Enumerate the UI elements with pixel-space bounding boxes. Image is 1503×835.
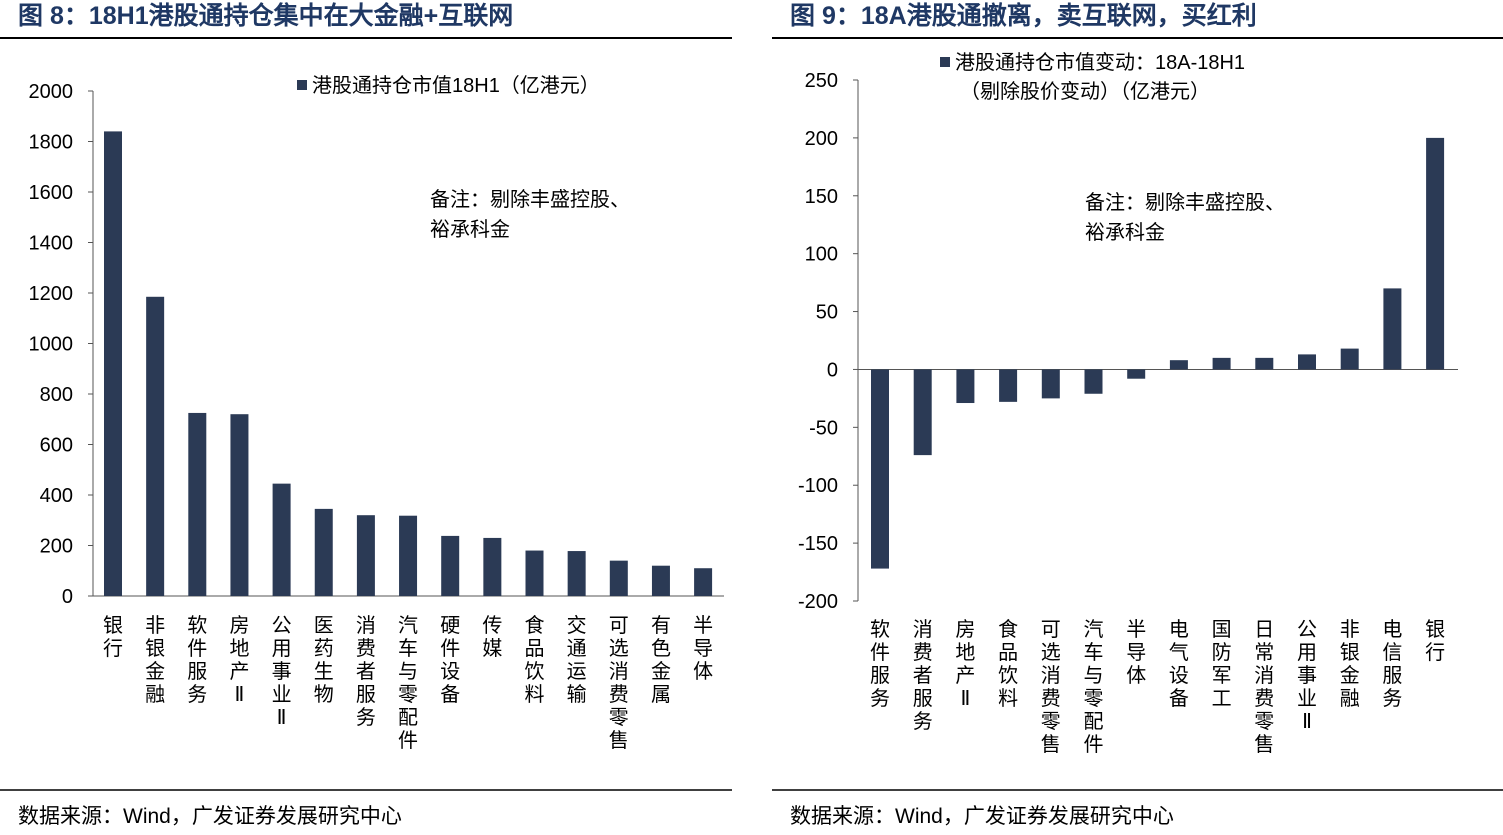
bar: [399, 515, 418, 596]
bar: [871, 369, 889, 569]
category-label: 银行: [103, 614, 123, 660]
category-label: 汽车与零配件: [1084, 618, 1104, 756]
bar: [146, 296, 165, 596]
chart-title: 图 9：18A港股通撤离，卖互联网，买红利: [790, 1, 1257, 30]
bar: [694, 568, 713, 596]
bar: [1084, 369, 1103, 394]
bar: [314, 508, 333, 596]
category-label: 交通运输: [567, 614, 587, 706]
bar: [651, 565, 670, 596]
bar: [1127, 369, 1146, 379]
y-tick-label: 100: [805, 244, 838, 266]
bar: [1169, 360, 1188, 370]
category-label: 半导体: [693, 614, 713, 683]
y-tick-label: 400: [40, 485, 73, 507]
category-label: 食品饮料: [998, 618, 1018, 710]
y-tick-label: -150: [798, 533, 838, 555]
category-label: 电气设备: [1169, 618, 1189, 710]
bar: [609, 560, 628, 596]
y-tick-label: -50: [809, 417, 838, 439]
category-label: 软件服务: [870, 618, 890, 710]
bar: [272, 483, 291, 596]
y-tick-label: 2000: [29, 81, 74, 103]
bar: [1212, 357, 1231, 370]
y-tick-label: 250: [805, 70, 838, 92]
y-tick-label: -100: [798, 475, 838, 497]
category-label: 汽车与零配件: [398, 614, 418, 752]
legend-label: 港股通持仓市值变动：18A-18H1: [955, 51, 1245, 74]
category-label: 国防军工: [1212, 619, 1232, 710]
bar: [1426, 137, 1445, 370]
category-label: 可选消费零售: [1041, 619, 1061, 756]
bar: [525, 550, 544, 596]
y-tick-label: 1600: [29, 182, 74, 204]
y-tick-label: 600: [40, 435, 73, 457]
note-text: 裕承科金: [430, 218, 510, 241]
category-label: 半导体: [1126, 618, 1146, 687]
bar: [999, 369, 1018, 402]
bar: [1041, 369, 1060, 399]
bar: [1383, 288, 1402, 370]
y-tick-label: 150: [805, 186, 838, 208]
category-label: 医药生物: [314, 615, 334, 706]
category-label: 传媒: [482, 614, 502, 660]
bar: [567, 551, 586, 596]
source-text: 数据来源：Wind，广发证券发展研究中心: [18, 805, 402, 828]
category-label: 软件服务: [187, 614, 207, 706]
category-label: 电信服务: [1382, 618, 1402, 710]
category-label: 有色金属: [651, 614, 671, 706]
category-label: 消费者服务: [913, 618, 933, 733]
category-label: 房地产 Ⅱ: [229, 614, 249, 706]
category-label: 硬件设备: [440, 615, 460, 706]
category-label: 食品饮料: [525, 614, 545, 706]
category-label: 日常消费零售: [1254, 619, 1274, 756]
bar: [230, 414, 249, 596]
category-label: 可选消费零售: [609, 615, 629, 752]
note-text: 裕承科金: [1085, 221, 1165, 244]
legend-swatch: [297, 80, 307, 90]
y-tick-label: 0: [62, 586, 73, 608]
chart-title: 图 8：18H1港股通持仓集中在大金融+互联网: [18, 1, 513, 30]
y-tick-label: 800: [40, 384, 73, 406]
category-label: 公用事业 Ⅱ: [1297, 619, 1317, 733]
note-text: 备注：剔除丰盛控股、: [430, 188, 630, 211]
y-tick-label: 1400: [29, 233, 74, 255]
legend-label: 港股通持仓市值18H1（亿港元）: [312, 74, 600, 97]
bar: [483, 537, 502, 596]
bar: [1255, 357, 1274, 370]
source-text: 数据来源：Wind，广发证券发展研究中心: [790, 805, 1174, 828]
y-tick-label: 50: [816, 302, 838, 324]
bar: [188, 412, 207, 596]
legend-label-line2: （剔除股价变动）（亿港元）: [960, 80, 1210, 103]
y-tick-label: 0: [827, 359, 838, 381]
category-label: 非银金融: [1340, 618, 1360, 710]
bar: [104, 131, 122, 596]
y-tick-label: 1800: [29, 132, 74, 154]
y-tick-label: 200: [805, 128, 838, 150]
bar: [956, 369, 975, 404]
legend-swatch: [940, 57, 950, 67]
category-label: 消费者服务: [356, 614, 376, 729]
bar: [1340, 348, 1359, 370]
y-tick-label: 1200: [29, 283, 74, 305]
bar: [913, 369, 932, 456]
category-label: 银行: [1425, 618, 1445, 664]
y-tick-label: 1000: [29, 334, 74, 356]
y-tick-label: 200: [40, 536, 73, 558]
category-label: 房地产 Ⅱ: [955, 618, 975, 710]
category-label: 非银金融: [145, 614, 165, 706]
bar: [441, 535, 460, 596]
bar: [356, 515, 375, 596]
note-text: 备注：剔除丰盛控股、: [1085, 191, 1285, 214]
y-tick-label: -200: [798, 591, 838, 613]
category-label: 公用事业 Ⅱ: [272, 615, 292, 729]
bar: [1298, 354, 1316, 370]
